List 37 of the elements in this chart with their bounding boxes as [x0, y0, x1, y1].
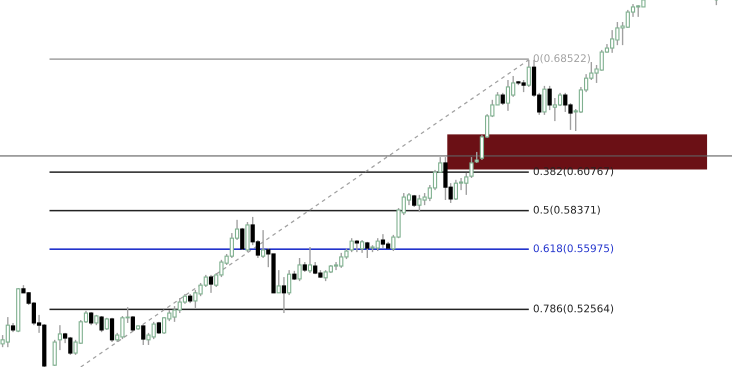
candlestick [141, 324, 146, 346]
candlestick [188, 293, 192, 304]
candlestick [412, 194, 416, 208]
candlestick [287, 269, 292, 296]
candlestick [276, 269, 281, 294]
candlestick [240, 227, 244, 251]
candlestick [297, 257, 302, 282]
candlestick [110, 317, 114, 343]
candlestick [130, 315, 135, 332]
candlestick [10, 322, 16, 333]
candlestick [94, 314, 98, 326]
candlestick [89, 311, 94, 326]
candlestick [52, 339, 57, 367]
candlestick [156, 321, 162, 335]
candlestick [58, 324, 62, 351]
annotation: 0.618(0.55975) [534, 244, 614, 254]
candlestick [292, 270, 296, 281]
candlestick [360, 239, 364, 254]
candlestick [308, 246, 312, 274]
annotation: 0(0.68522) [534, 54, 590, 64]
candlestick [548, 85, 552, 111]
annotation: 0.5(0.58371) [534, 206, 600, 215]
candlestick [500, 92, 505, 106]
candlestick [104, 317, 109, 331]
candlestick [282, 276, 286, 314]
candlestick [350, 237, 354, 253]
candlestick [469, 156, 474, 179]
candlestick [365, 241, 370, 259]
candlestick [302, 261, 307, 273]
candlestick [542, 85, 547, 116]
candlestick [208, 274, 214, 294]
annotation: 0.786(0.52564) [534, 304, 614, 314]
candlestick [260, 229, 266, 259]
candlestick [354, 239, 359, 253]
candlestick [474, 151, 479, 164]
candlestick [99, 315, 104, 333]
annotation: 0.382(0.60767) [534, 167, 614, 176]
